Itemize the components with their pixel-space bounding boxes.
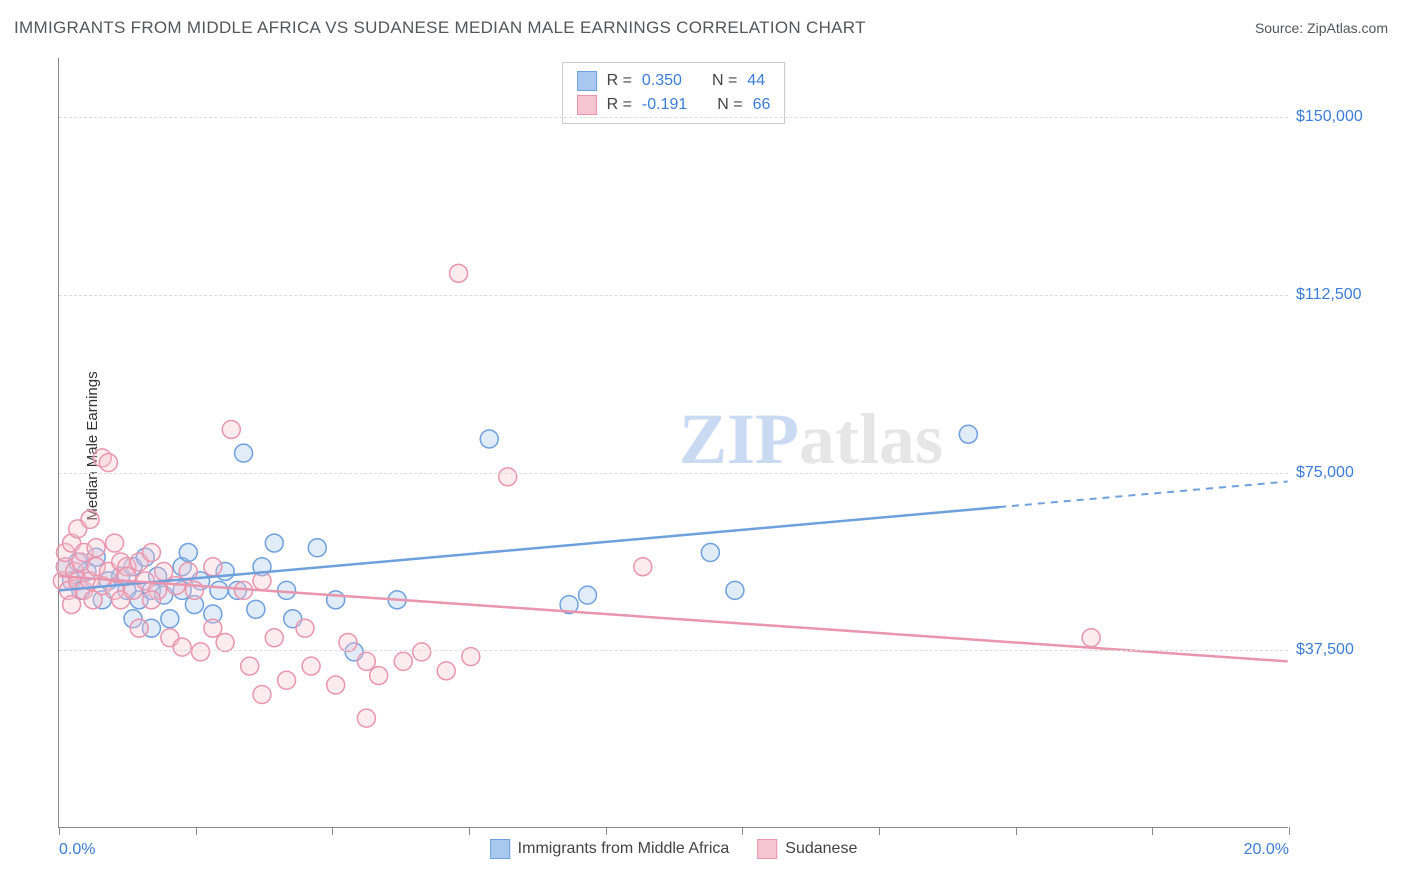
scatter-point	[216, 633, 234, 651]
scatter-point	[204, 619, 222, 637]
scatter-point	[63, 596, 81, 614]
scatter-point	[204, 558, 222, 576]
x-tick	[1016, 827, 1017, 835]
x-tick	[469, 827, 470, 835]
scatter-point	[235, 444, 253, 462]
scatter-point	[192, 643, 210, 661]
scatter-point	[241, 657, 259, 675]
legend-label-1: Immigrants from Middle Africa	[518, 840, 730, 858]
scatter-point	[394, 652, 412, 670]
y-tick-label: $150,000	[1296, 108, 1396, 126]
y-tick-label: $75,000	[1296, 464, 1396, 482]
scatter-point	[210, 581, 228, 599]
scatter-point	[278, 671, 296, 689]
scatter-point	[437, 662, 455, 680]
x-tick	[332, 827, 333, 835]
legend-item-series1: Immigrants from Middle Africa	[490, 839, 730, 859]
chart-container: IMMIGRANTS FROM MIDDLE AFRICA VS SUDANES…	[0, 0, 1406, 892]
scatter-point	[959, 425, 977, 443]
x-tick	[196, 827, 197, 835]
x-tick-label: 0.0%	[59, 841, 95, 859]
scatter-point	[247, 600, 265, 618]
trend-line	[59, 507, 999, 590]
legend-swatch-1	[490, 839, 510, 859]
scatter-point	[222, 420, 240, 438]
scatter-point	[357, 652, 375, 670]
trend-line	[59, 576, 1287, 661]
scatter-point	[265, 629, 283, 647]
scatter-point	[142, 591, 160, 609]
scatter-svg	[59, 58, 1288, 827]
x-tick	[879, 827, 880, 835]
scatter-point	[302, 657, 320, 675]
x-tick	[1152, 827, 1153, 835]
scatter-point	[155, 562, 173, 580]
scatter-point	[370, 667, 388, 685]
scatter-point	[339, 633, 357, 651]
scatter-point	[327, 591, 345, 609]
scatter-point	[179, 544, 197, 562]
gridline	[59, 117, 1288, 118]
y-tick-label: $112,500	[1296, 286, 1396, 304]
series-legend: Immigrants from Middle Africa Sudanese	[490, 839, 858, 859]
gridline	[59, 650, 1288, 651]
scatter-point	[327, 676, 345, 694]
gridline	[59, 473, 1288, 474]
scatter-point	[726, 581, 744, 599]
scatter-point	[357, 709, 375, 727]
scatter-point	[308, 539, 326, 557]
legend-item-series2: Sudanese	[757, 839, 857, 859]
scatter-point	[106, 534, 124, 552]
scatter-point	[480, 430, 498, 448]
scatter-point	[634, 558, 652, 576]
scatter-point	[99, 454, 117, 472]
x-tick	[742, 827, 743, 835]
legend-swatch-2	[757, 839, 777, 859]
scatter-point	[499, 468, 517, 486]
x-tick	[606, 827, 607, 835]
y-tick-label: $37,500	[1296, 641, 1396, 659]
scatter-point	[87, 539, 105, 557]
trend-line-extrapolated	[999, 482, 1288, 508]
scatter-point	[253, 686, 271, 704]
source-attribution: Source: ZipAtlas.com	[1255, 20, 1388, 36]
legend-label-2: Sudanese	[785, 840, 857, 858]
scatter-point	[81, 510, 99, 528]
scatter-point	[161, 610, 179, 628]
scatter-point	[142, 544, 160, 562]
plot-area: ZIPatlas R = 0.350 N = 44 R = -0.191 N =…	[58, 58, 1288, 828]
scatter-point	[450, 264, 468, 282]
gridline	[59, 295, 1288, 296]
scatter-point	[265, 534, 283, 552]
chart-title: IMMIGRANTS FROM MIDDLE AFRICA VS SUDANES…	[14, 18, 866, 38]
scatter-point	[173, 638, 191, 656]
x-tick	[1289, 827, 1290, 835]
x-tick	[59, 827, 60, 835]
scatter-point	[296, 619, 314, 637]
scatter-point	[413, 643, 431, 661]
scatter-point	[579, 586, 597, 604]
x-tick-label: 20.0%	[1244, 841, 1289, 859]
scatter-point	[1082, 629, 1100, 647]
scatter-point	[130, 619, 148, 637]
scatter-point	[701, 544, 719, 562]
scatter-point	[253, 572, 271, 590]
